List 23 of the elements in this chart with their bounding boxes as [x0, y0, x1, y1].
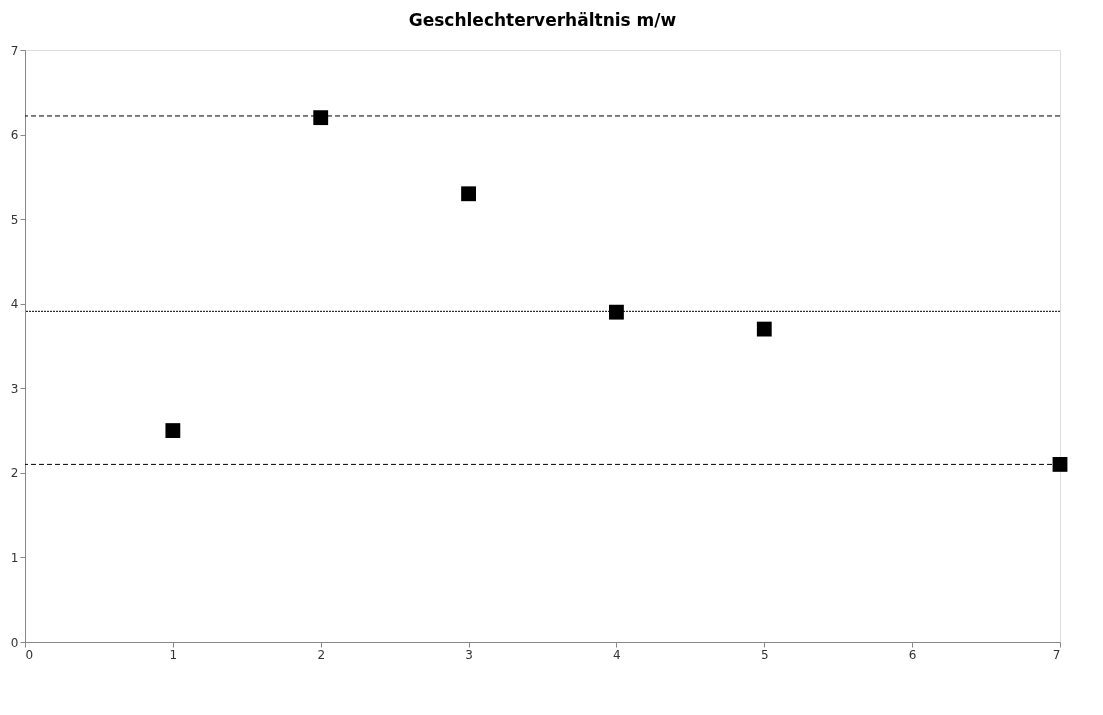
- x-tick-label: 2: [317, 647, 326, 662]
- point: [756, 321, 772, 337]
- y-tick-label: 5: [10, 212, 19, 227]
- y-tick-label: 4: [10, 297, 19, 312]
- y-tick-label: 6: [10, 128, 19, 143]
- x-tick-label: 6: [908, 647, 917, 662]
- point: [1052, 456, 1068, 472]
- x-tick-label: 1: [169, 647, 178, 662]
- y-tick-label: 7: [10, 43, 19, 58]
- y-tick-label: 3: [10, 381, 19, 396]
- point: [461, 186, 476, 202]
- x-tick-label: 7: [1052, 647, 1061, 662]
- y-tick-label: 1: [10, 550, 19, 565]
- point: [313, 110, 329, 126]
- x-tick-label: 3: [465, 647, 473, 662]
- point: [165, 423, 181, 438]
- y-tick-label: 0: [10, 635, 19, 650]
- x-tick-label: 4: [613, 647, 621, 662]
- point: [609, 304, 624, 320]
- x-tick-label: 0: [25, 647, 34, 662]
- chart-title: Geschlechterverhältnis m/w: [408, 10, 677, 30]
- y-tick-label: 2: [10, 466, 19, 481]
- x-tick-label: 5: [760, 647, 769, 662]
